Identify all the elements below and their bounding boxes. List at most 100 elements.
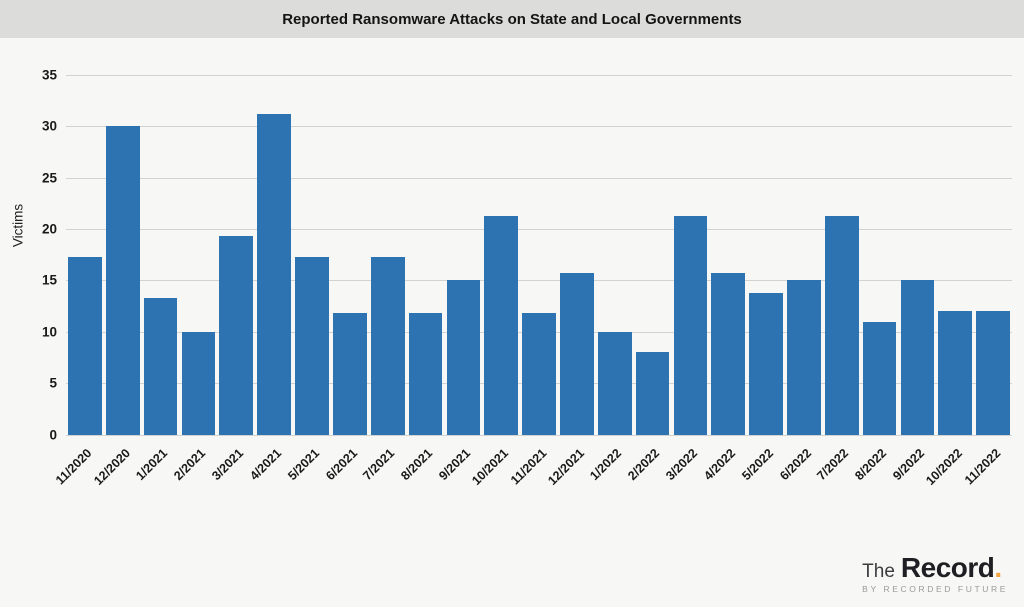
publisher-logo: The Record . BY RECORDED FUTURE <box>862 551 1008 594</box>
bar-slot <box>596 75 634 435</box>
bar-slot <box>444 75 482 435</box>
bar <box>787 280 821 435</box>
bar <box>673 215 708 435</box>
bar-slot <box>104 75 142 435</box>
y-tick-label: 10 <box>41 324 57 340</box>
logo-record: Record <box>900 551 995 583</box>
bar <box>219 236 254 435</box>
bar-slot <box>672 75 710 435</box>
bar <box>181 331 216 435</box>
bar-slot <box>407 75 445 435</box>
bar-slot <box>974 75 1012 435</box>
bar <box>635 352 670 435</box>
x-tick-label: 9/2021 <box>436 445 474 483</box>
bar <box>446 280 481 435</box>
y-tick-label: 15 <box>41 272 57 288</box>
x-tick-label: 1/2021 <box>133 445 171 483</box>
bar <box>749 292 783 435</box>
x-tick-label: 9/2022 <box>890 445 928 483</box>
bar <box>900 280 935 435</box>
x-tick-label: 10/2022 <box>923 445 966 488</box>
y-tick-label: 0 <box>49 427 57 442</box>
x-tick-label: 11/2021 <box>507 445 549 487</box>
x-tick-label: 12/2020 <box>90 445 133 488</box>
bar-slot <box>861 75 899 435</box>
x-tick-label: 11/2022 <box>961 445 1003 487</box>
x-tick-label: 5/2021 <box>284 445 322 483</box>
x-tick-label: 2/2022 <box>625 445 663 483</box>
x-tick-label: 8/2021 <box>398 445 436 483</box>
plot-area: 0 5 10 15 20 25 30 35 <box>42 68 1012 442</box>
y-tick-label: 35 <box>41 67 57 83</box>
bar-slot <box>558 75 596 435</box>
x-tick-label: 6/2021 <box>322 445 360 483</box>
bar-slot <box>217 75 255 435</box>
bar <box>295 256 329 435</box>
x-tick-label: 1/2022 <box>587 445 625 483</box>
y-tick-label: 20 <box>41 221 57 237</box>
chart-title: Reported Ransomware Attacks on State and… <box>282 10 742 28</box>
bar-slot <box>785 75 823 435</box>
bar <box>68 256 102 435</box>
bar <box>143 297 178 435</box>
x-tick-label: 3/2022 <box>663 445 701 483</box>
logo-wordmark: The Record . <box>862 551 1008 583</box>
bar <box>711 273 746 435</box>
bar-slot <box>747 75 785 435</box>
bar-slot <box>634 75 672 435</box>
bar <box>522 313 556 435</box>
bar-slot <box>180 75 218 435</box>
bar-slot <box>823 75 861 435</box>
bar <box>370 256 405 435</box>
bar <box>938 311 973 435</box>
x-tick-label: 2/2021 <box>171 445 209 483</box>
x-tick-label: 6/2022 <box>776 445 814 483</box>
bar <box>976 311 1010 435</box>
bar-slot <box>293 75 331 435</box>
logo-accent-dot: . <box>994 551 1003 583</box>
bar <box>560 273 594 435</box>
y-tick-label: 5 <box>49 375 57 391</box>
bar-slot <box>369 75 407 435</box>
y-axis-title: Victims <box>10 203 26 247</box>
bar <box>105 126 140 435</box>
gridline <box>66 280 1012 282</box>
y-tick-label: 25 <box>41 170 57 186</box>
bar-chart: Victims 0 5 10 15 20 25 30 35 11/2020 12/2020 1/2… <box>0 38 1024 538</box>
bar-slot <box>936 75 974 435</box>
x-tick-label: 4/2021 <box>247 445 285 483</box>
logo-tagline: BY RECORDED FUTURE <box>862 583 1008 594</box>
bar-slot <box>709 75 747 435</box>
gridline <box>66 126 1012 128</box>
x-tick-label: 4/2022 <box>701 445 739 483</box>
bar <box>257 114 291 435</box>
bar-slot <box>255 75 293 435</box>
x-tick-label: 7/2021 <box>360 445 398 483</box>
header-bar: Reported Ransomware Attacks on State and… <box>0 0 1024 38</box>
bar <box>862 321 897 435</box>
bar-slot <box>142 75 180 435</box>
bar <box>597 331 632 435</box>
bar-slot <box>482 75 520 435</box>
x-axis-labels: 11/2020 12/2020 1/2021 2/2021 3/2021 4/2021 5/… <box>53 438 1012 508</box>
x-tick-label: 12/2021 <box>544 445 587 488</box>
gridline <box>66 75 1012 76</box>
gridline <box>66 434 1012 436</box>
gridline <box>66 177 1012 179</box>
x-tick-label: 7/2022 <box>814 445 852 483</box>
bar <box>484 215 519 435</box>
x-tick-label: 5/2022 <box>738 445 776 483</box>
y-tick-label: 30 <box>41 118 57 134</box>
bar-slot <box>331 75 369 435</box>
bars-container <box>66 75 1012 435</box>
x-tick-label: 8/2022 <box>852 445 890 483</box>
bar <box>332 313 367 435</box>
bar-slot <box>899 75 937 435</box>
bar-slot <box>520 75 558 435</box>
bar-slot <box>66 75 104 435</box>
x-tick-label: 3/2021 <box>209 445 247 483</box>
x-tick-label: 10/2021 <box>469 445 512 488</box>
logo-the: The <box>862 560 895 582</box>
gridline <box>66 229 1012 231</box>
x-tick-label: 11/2020 <box>53 445 95 487</box>
